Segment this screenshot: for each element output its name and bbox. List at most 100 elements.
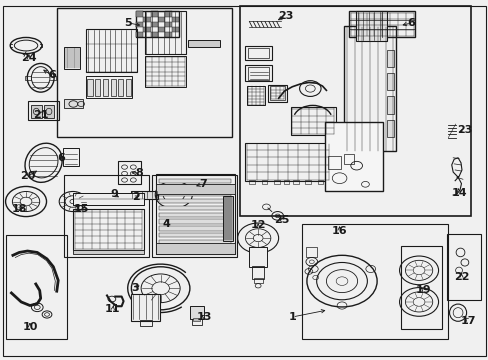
- Bar: [191, 319, 201, 325]
- Bar: [159, 226, 231, 230]
- Bar: [239, 6, 470, 216]
- Bar: [386, 120, 393, 137]
- Bar: [136, 32, 143, 37]
- Text: 6: 6: [48, 70, 56, 80]
- Bar: [86, 76, 132, 98]
- Text: 22: 22: [453, 272, 468, 282]
- Bar: [156, 243, 234, 253]
- Bar: [348, 12, 414, 37]
- Bar: [73, 209, 143, 250]
- Text: 18: 18: [11, 204, 27, 215]
- Bar: [158, 17, 164, 22]
- Bar: [252, 266, 264, 279]
- Text: 24: 24: [21, 53, 37, 63]
- Bar: [188, 40, 220, 47]
- Bar: [249, 247, 266, 267]
- Bar: [159, 213, 231, 217]
- Bar: [131, 191, 158, 199]
- Text: 13: 13: [197, 312, 212, 322]
- Text: 9: 9: [110, 189, 118, 199]
- Bar: [150, 32, 158, 37]
- Bar: [267, 85, 287, 102]
- Bar: [317, 180, 323, 184]
- Bar: [143, 27, 150, 32]
- Bar: [136, 22, 143, 27]
- Bar: [131, 294, 159, 320]
- Bar: [102, 78, 108, 96]
- Bar: [159, 220, 231, 224]
- Bar: [125, 78, 131, 96]
- Bar: [144, 56, 185, 87]
- Text: 5: 5: [124, 18, 132, 28]
- Text: 1: 1: [288, 312, 296, 322]
- Bar: [63, 148, 79, 166]
- Bar: [245, 143, 330, 181]
- Bar: [164, 12, 172, 17]
- Bar: [152, 175, 237, 257]
- Text: 19: 19: [415, 285, 431, 296]
- Bar: [270, 86, 285, 100]
- Bar: [386, 96, 393, 114]
- Bar: [73, 193, 143, 205]
- Text: 16: 16: [331, 226, 346, 236]
- Text: 15: 15: [73, 204, 89, 214]
- Text: 4: 4: [162, 219, 170, 229]
- Text: 7: 7: [199, 179, 206, 189]
- Bar: [325, 122, 383, 192]
- Bar: [95, 78, 100, 96]
- Bar: [261, 180, 267, 184]
- Bar: [87, 78, 92, 96]
- Bar: [326, 180, 331, 184]
- Bar: [150, 22, 158, 27]
- Bar: [156, 184, 234, 194]
- Bar: [189, 306, 203, 319]
- Text: 25: 25: [274, 215, 289, 225]
- Text: 12: 12: [250, 220, 265, 230]
- Bar: [293, 180, 299, 184]
- Bar: [136, 12, 179, 37]
- Bar: [344, 26, 395, 151]
- Bar: [172, 17, 179, 22]
- Bar: [248, 67, 269, 80]
- Bar: [172, 27, 179, 32]
- Bar: [159, 206, 231, 210]
- Bar: [158, 27, 164, 32]
- Bar: [245, 65, 272, 81]
- Bar: [159, 199, 231, 203]
- Text: 17: 17: [460, 316, 476, 325]
- Bar: [144, 12, 185, 54]
- Bar: [118, 161, 141, 184]
- Bar: [400, 246, 441, 329]
- Bar: [64, 99, 82, 108]
- Bar: [73, 193, 143, 205]
- Bar: [27, 101, 59, 120]
- Text: 10: 10: [22, 322, 38, 332]
- Bar: [283, 180, 289, 184]
- Bar: [64, 175, 149, 257]
- Bar: [273, 180, 279, 184]
- Text: 6: 6: [58, 153, 65, 163]
- Text: 20: 20: [20, 171, 35, 181]
- Bar: [222, 196, 233, 241]
- Bar: [159, 247, 231, 251]
- Text: 2: 2: [132, 192, 140, 202]
- Text: 23: 23: [456, 125, 471, 135]
- Bar: [73, 250, 143, 253]
- Bar: [344, 154, 353, 164]
- Bar: [386, 50, 393, 67]
- Bar: [156, 174, 234, 253]
- Bar: [64, 47, 80, 69]
- Bar: [136, 12, 143, 17]
- Bar: [159, 179, 231, 183]
- Bar: [164, 22, 172, 27]
- Bar: [140, 320, 152, 326]
- Bar: [446, 234, 480, 300]
- Bar: [253, 278, 262, 283]
- Bar: [31, 105, 41, 118]
- Bar: [248, 48, 269, 58]
- Bar: [355, 12, 386, 41]
- Bar: [305, 247, 316, 257]
- Bar: [305, 180, 311, 184]
- Bar: [249, 180, 255, 184]
- Bar: [290, 107, 335, 135]
